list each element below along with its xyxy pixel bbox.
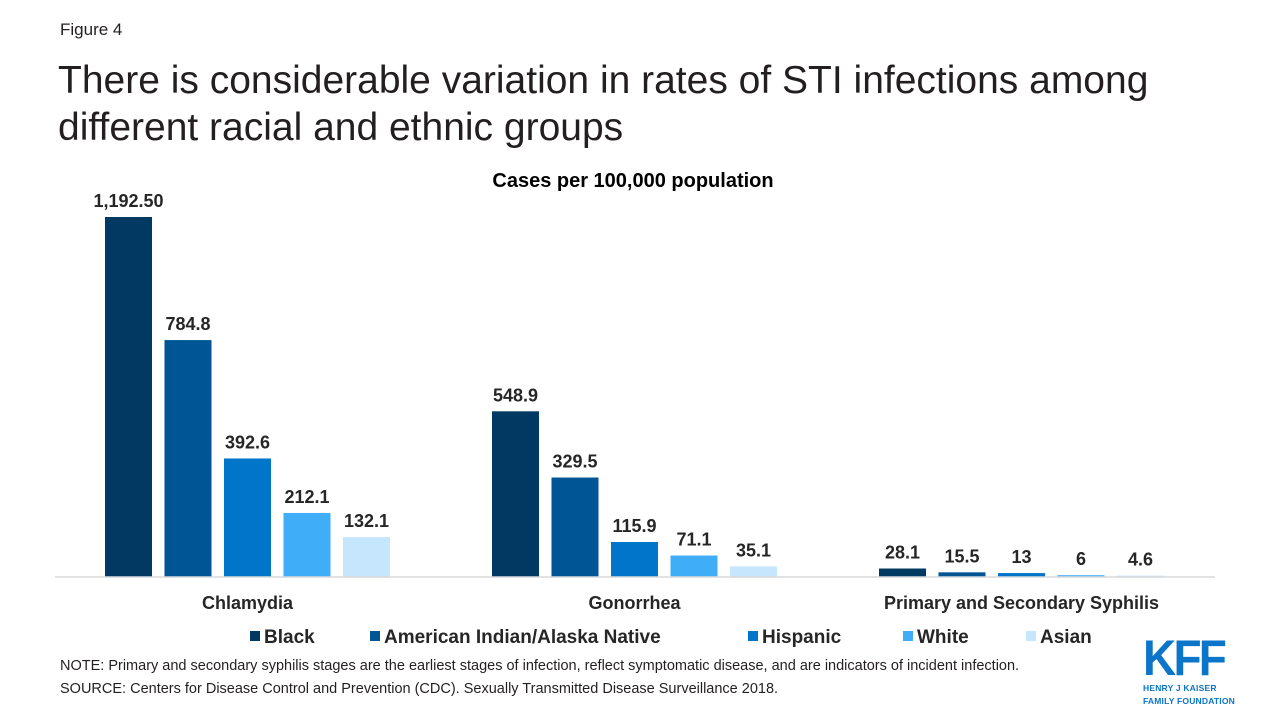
bar-0-0 — [105, 217, 152, 577]
legend-label-4: Asian — [1040, 627, 1092, 648]
legend-label-2: Hispanic — [762, 627, 842, 648]
page-title: There is considerable variation in rates… — [58, 59, 1149, 149]
category-label-2: Primary and Secondary Syphilis — [884, 593, 1159, 613]
data-label-1-2: 115.9 — [612, 516, 656, 536]
bar-2-0 — [879, 568, 926, 577]
figure-label: Figure 4 — [60, 20, 123, 39]
bar-1-2 — [611, 542, 658, 577]
chart-title: Cases per 100,000 population — [492, 170, 773, 192]
bar-chart: Cases per 100,000 population 1,192.50 784… — [55, 170, 1215, 648]
footnote-note: NOTE: Primary and secondary syphilis sta… — [60, 658, 1020, 674]
kff-logo: KFF HENRY J KAISER FAMILY FOUNDATION — [1143, 630, 1238, 706]
data-label-2-0: 28.1 — [885, 543, 920, 563]
legend-swatch-4 — [1026, 631, 1036, 641]
data-label-0-0: 1,192.50 — [93, 191, 163, 211]
bar-0-3 — [283, 512, 331, 577]
legend-label-0: Black — [264, 627, 315, 648]
category-label-0: Chlamydia — [202, 593, 294, 613]
bar-2-1 — [938, 572, 986, 577]
bar-0-4 — [343, 537, 390, 577]
data-label-1-4: 35.1 — [736, 540, 771, 560]
category-label-1: Gonorrhea — [588, 593, 681, 613]
bar-0-1 — [164, 340, 212, 577]
legend-label-3: White — [917, 627, 969, 648]
bar-2-2 — [998, 573, 1045, 577]
bar-1-3 — [670, 555, 718, 577]
data-label-1-1: 329.5 — [552, 452, 597, 472]
legend-label-1: American Indian/Alaska Native — [384, 627, 661, 648]
logo-mark: KFF — [1143, 630, 1227, 686]
legend-swatch-2 — [748, 631, 758, 641]
legend-swatch-0 — [250, 631, 260, 641]
data-label-0-3: 212.1 — [284, 487, 329, 507]
data-label-1-3: 71.1 — [676, 530, 711, 550]
data-label-1-0: 548.9 — [493, 385, 538, 405]
footnote-source: SOURCE: Centers for Disease Control and … — [60, 681, 779, 697]
bar-2-3 — [1057, 575, 1105, 577]
logo-line-1: HENRY J KAISER — [1143, 683, 1217, 693]
data-label-0-2: 392.6 — [225, 432, 270, 452]
data-label-0-1: 784.8 — [165, 314, 210, 334]
data-label-2-3: 6 — [1076, 549, 1086, 569]
bar-1-0 — [492, 411, 539, 577]
bar-0-2 — [224, 458, 271, 577]
data-label-2-4: 4.6 — [1128, 550, 1153, 570]
data-label-2-2: 13 — [1011, 547, 1031, 567]
data-label-2-1: 15.5 — [944, 546, 979, 566]
logo-line-2: FAMILY FOUNDATION — [1143, 696, 1236, 706]
data-label-0-4: 132.1 — [344, 511, 389, 531]
bar-1-4 — [730, 566, 777, 577]
legend-swatch-1 — [370, 631, 380, 641]
legend-swatch-3 — [903, 631, 913, 641]
bar-1-1 — [551, 477, 599, 577]
